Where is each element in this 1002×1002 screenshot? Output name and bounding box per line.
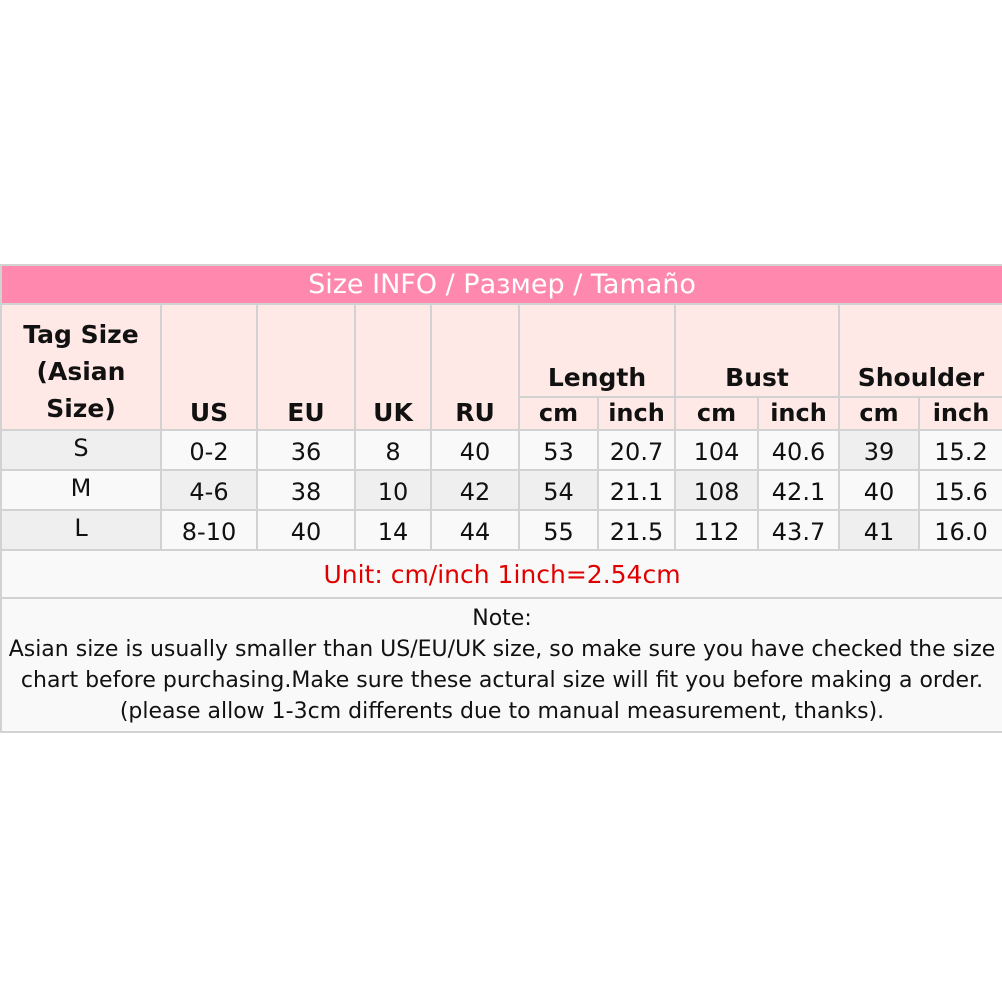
cell-us: 4-6 xyxy=(160,469,258,511)
cell-shoulder-inch: 15.6 xyxy=(917,469,1002,511)
cell-ru: 44 xyxy=(430,509,520,551)
cell-length-inch: 21.5 xyxy=(597,509,676,551)
cell-length-cm: 55 xyxy=(518,509,599,551)
note-cell: Note: Asian size is usually smaller than… xyxy=(0,597,1002,733)
cell-eu: 40 xyxy=(256,509,356,551)
header-bust-cm: cm xyxy=(674,396,759,431)
header-length-cm: cm xyxy=(518,396,599,431)
cell-shoulder-cm: 40 xyxy=(838,469,920,511)
cell-bust-cm: 104 xyxy=(674,429,759,471)
cell-bust-inch: 43.7 xyxy=(757,509,840,551)
cell-eu: 36 xyxy=(256,429,356,471)
size-table: Size INFO / Размер / Tamaño Tag Size (As… xyxy=(0,264,1002,733)
note-title: Note: xyxy=(472,606,532,631)
table-row: L 8-10 40 14 44 55 21.5 112 43.7 41 16.0 xyxy=(0,509,1002,551)
header-ru: RU xyxy=(430,303,520,431)
cell-ru: 40 xyxy=(430,429,520,471)
header-bust-inch: inch xyxy=(757,396,840,431)
cell-tag: S xyxy=(0,429,162,471)
cell-uk: 10 xyxy=(354,469,432,511)
header-uk: UK xyxy=(354,303,432,431)
header-length-inch: inch xyxy=(597,396,676,431)
table-title: Size INFO / Размер / Tamaño xyxy=(0,264,1002,305)
header-eu: EU xyxy=(256,303,356,431)
cell-shoulder-inch: 15.2 xyxy=(917,429,1002,471)
header-shoulder-cm: cm xyxy=(838,396,920,431)
cell-bust-cm: 112 xyxy=(674,509,759,551)
cell-shoulder-cm: 41 xyxy=(838,509,920,551)
cell-bust-cm: 108 xyxy=(674,469,759,511)
header-length: Length xyxy=(518,303,676,398)
cell-bust-inch: 40.6 xyxy=(757,429,840,471)
header-bust: Bust xyxy=(674,303,840,398)
cell-bust-inch: 42.1 xyxy=(757,469,840,511)
cell-shoulder-cm: 39 xyxy=(838,429,920,471)
cell-us: 8-10 xyxy=(160,509,258,551)
header-shoulder: Shoulder xyxy=(837,303,1002,398)
cell-length-inch: 21.1 xyxy=(597,469,676,511)
table-row: M 4-6 38 10 42 54 21.1 108 42.1 40 15.6 xyxy=(0,469,1002,511)
cell-length-cm: 53 xyxy=(518,429,599,471)
size-chart: Size INFO / Размер / Tamaño Tag Size (As… xyxy=(0,264,1002,733)
cell-shoulder-inch: 16.0 xyxy=(917,509,1002,551)
cell-us: 0-2 xyxy=(160,429,258,471)
cell-uk: 8 xyxy=(354,429,432,471)
table-row: S 0-2 36 8 40 53 20.7 104 40.6 39 15.2 xyxy=(0,429,1002,471)
cell-length-inch: 20.7 xyxy=(597,429,676,471)
note-text: Asian size is usually smaller than US/EU… xyxy=(8,637,996,724)
cell-ru: 42 xyxy=(430,469,520,511)
header-shoulder-inch: inch xyxy=(917,396,1002,431)
header-tag-size: Tag Size (Asian Size) xyxy=(0,303,162,431)
cell-eu: 38 xyxy=(256,469,356,511)
cell-uk: 14 xyxy=(354,509,432,551)
cell-tag: M xyxy=(0,469,162,511)
header-us: US xyxy=(160,303,258,431)
cell-tag: L xyxy=(0,509,162,551)
unit-note: Unit: cm/inch 1inch=2.54cm xyxy=(0,549,1002,599)
cell-length-cm: 54 xyxy=(518,469,599,511)
